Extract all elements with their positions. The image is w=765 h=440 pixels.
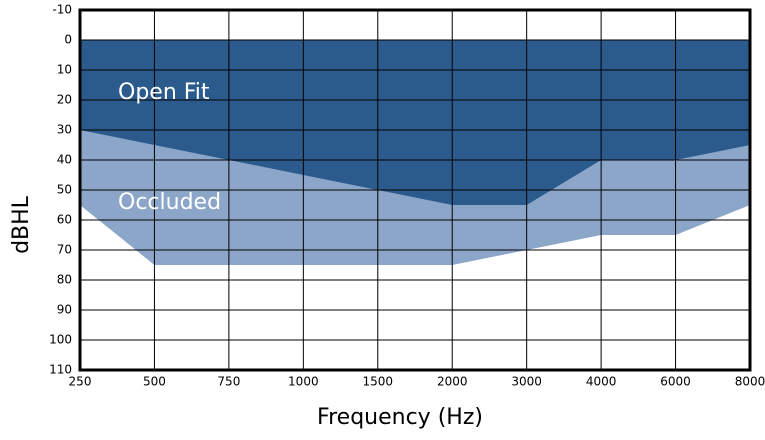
y-tick-label: 10 bbox=[57, 63, 72, 77]
y-tick-label: 50 bbox=[57, 183, 72, 197]
y-tick-label: 60 bbox=[57, 213, 72, 227]
y-tick-label: 100 bbox=[49, 333, 72, 347]
x-tick-label: 250 bbox=[69, 375, 92, 389]
y-tick-label: 80 bbox=[57, 273, 72, 287]
x-tick-label: 1000 bbox=[288, 375, 319, 389]
y-tick-label: 90 bbox=[57, 303, 72, 317]
y-tick-label: 30 bbox=[57, 123, 72, 137]
y-axis-label: dBHL bbox=[9, 195, 34, 254]
x-tick-label: 750 bbox=[217, 375, 240, 389]
x-tick-label: 500 bbox=[143, 375, 166, 389]
x-tick-label: 3000 bbox=[511, 375, 542, 389]
y-tick-label: 40 bbox=[57, 153, 72, 167]
plot-border bbox=[78, 8, 752, 372]
x-tick-label: 1500 bbox=[363, 375, 394, 389]
x-tick-label: 6000 bbox=[660, 375, 691, 389]
legend-label: Occluded bbox=[118, 190, 221, 215]
y-tick-label: 110 bbox=[49, 363, 72, 377]
y-tick-label: -10 bbox=[52, 3, 72, 17]
x-tick-label: 2000 bbox=[437, 375, 468, 389]
x-tick-label: 8000 bbox=[735, 375, 765, 389]
y-tick-label: 70 bbox=[57, 243, 72, 257]
area bbox=[80, 40, 750, 205]
x-axis-label: Frequency (Hz) bbox=[317, 405, 483, 430]
legend-label: Open Fit bbox=[118, 80, 210, 105]
y-tick-label: 0 bbox=[64, 33, 72, 47]
y-tick-label: 20 bbox=[57, 93, 72, 107]
x-tick-label: 4000 bbox=[586, 375, 617, 389]
